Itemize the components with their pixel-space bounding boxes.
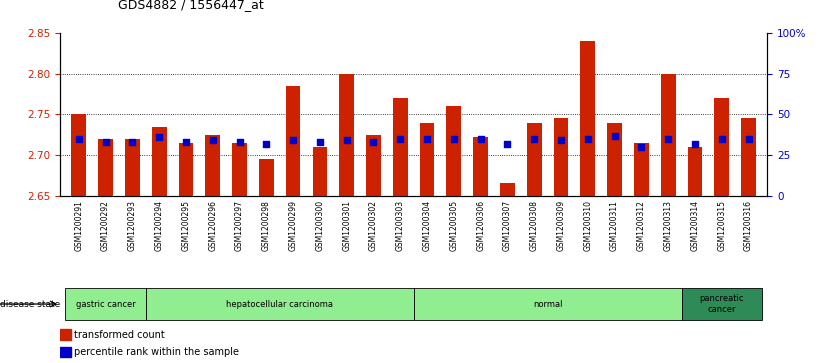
Bar	[500, 183, 515, 196]
Text: GSM1200310: GSM1200310	[583, 200, 592, 250]
Bar	[473, 137, 488, 196]
Bar	[554, 118, 569, 196]
Point	[259, 141, 273, 147]
Text: GSM1200311: GSM1200311	[610, 200, 619, 250]
Text: pancreatic
cancer: pancreatic cancer	[700, 294, 744, 314]
Text: GSM1200306: GSM1200306	[476, 200, 485, 251]
Bar	[313, 147, 327, 196]
Text: GSM1200291: GSM1200291	[74, 200, 83, 250]
Bar	[741, 118, 756, 196]
Bar	[232, 143, 247, 196]
Bar	[687, 147, 702, 196]
Bar	[286, 86, 300, 196]
Text: GSM1200292: GSM1200292	[101, 200, 110, 250]
Bar	[607, 122, 622, 196]
Bar	[152, 127, 167, 196]
Bar	[661, 74, 676, 196]
Point	[153, 134, 166, 140]
Text: GSM1200313: GSM1200313	[664, 200, 673, 250]
Bar	[60, 330, 71, 340]
Bar	[60, 347, 71, 357]
Point	[581, 136, 595, 142]
Text: transformed count: transformed count	[74, 330, 165, 340]
Point	[742, 136, 756, 142]
Bar	[366, 135, 381, 196]
Text: GSM1200294: GSM1200294	[154, 200, 163, 250]
Point	[286, 138, 299, 143]
Text: GSM1200302: GSM1200302	[369, 200, 378, 250]
Text: GSM1200296: GSM1200296	[208, 200, 217, 250]
Point	[126, 139, 139, 145]
Point	[367, 139, 380, 145]
Text: GSM1200297: GSM1200297	[235, 200, 244, 250]
Point	[474, 136, 487, 142]
Text: GSM1200293: GSM1200293	[128, 200, 137, 250]
Text: GSM1200316: GSM1200316	[744, 200, 753, 250]
Text: GSM1200315: GSM1200315	[717, 200, 726, 250]
Bar	[259, 159, 274, 196]
Text: GDS4882 / 1556447_at: GDS4882 / 1556447_at	[118, 0, 264, 11]
Point	[206, 138, 219, 143]
Point	[715, 136, 728, 142]
Text: hepatocellular carcinoma: hepatocellular carcinoma	[226, 299, 334, 309]
Point	[233, 139, 246, 145]
Text: GSM1200301: GSM1200301	[342, 200, 351, 250]
Bar	[205, 135, 220, 196]
Text: GSM1200300: GSM1200300	[315, 200, 324, 251]
FancyBboxPatch shape	[681, 289, 762, 319]
Text: GSM1200303: GSM1200303	[396, 200, 404, 251]
Text: GSM1200295: GSM1200295	[182, 200, 190, 250]
Point	[528, 136, 541, 142]
FancyBboxPatch shape	[146, 289, 414, 319]
Bar	[527, 122, 541, 196]
Point	[394, 136, 407, 142]
Text: gastric cancer: gastric cancer	[76, 299, 135, 309]
Text: GSM1200309: GSM1200309	[556, 200, 565, 251]
Point	[447, 136, 460, 142]
Point	[500, 141, 514, 147]
Point	[314, 139, 327, 145]
Bar	[715, 98, 729, 196]
Bar	[72, 114, 86, 196]
Text: percentile rank within the sample: percentile rank within the sample	[74, 347, 239, 357]
Bar	[634, 143, 649, 196]
Text: GSM1200312: GSM1200312	[637, 200, 646, 250]
Point	[555, 138, 568, 143]
Point	[179, 139, 193, 145]
Bar	[98, 139, 113, 196]
Text: GSM1200305: GSM1200305	[450, 200, 459, 251]
Text: GSM1200298: GSM1200298	[262, 200, 271, 250]
Text: normal: normal	[533, 299, 562, 309]
Point	[340, 138, 354, 143]
Point	[688, 141, 701, 147]
Bar	[125, 139, 140, 196]
Point	[420, 136, 434, 142]
FancyBboxPatch shape	[414, 289, 681, 319]
Point	[635, 144, 648, 150]
Bar	[393, 98, 408, 196]
FancyBboxPatch shape	[65, 289, 146, 319]
Text: disease state: disease state	[0, 299, 60, 309]
Point	[608, 133, 621, 139]
Text: GSM1200308: GSM1200308	[530, 200, 539, 250]
Bar	[446, 106, 461, 196]
Bar	[339, 74, 354, 196]
Text: GSM1200314: GSM1200314	[691, 200, 700, 250]
Point	[72, 136, 85, 142]
Bar	[580, 41, 595, 196]
Bar	[420, 122, 435, 196]
Point	[661, 136, 675, 142]
Text: GSM1200307: GSM1200307	[503, 200, 512, 251]
Bar	[178, 143, 193, 196]
Text: GSM1200304: GSM1200304	[423, 200, 431, 251]
Point	[99, 139, 113, 145]
Text: GSM1200299: GSM1200299	[289, 200, 298, 250]
